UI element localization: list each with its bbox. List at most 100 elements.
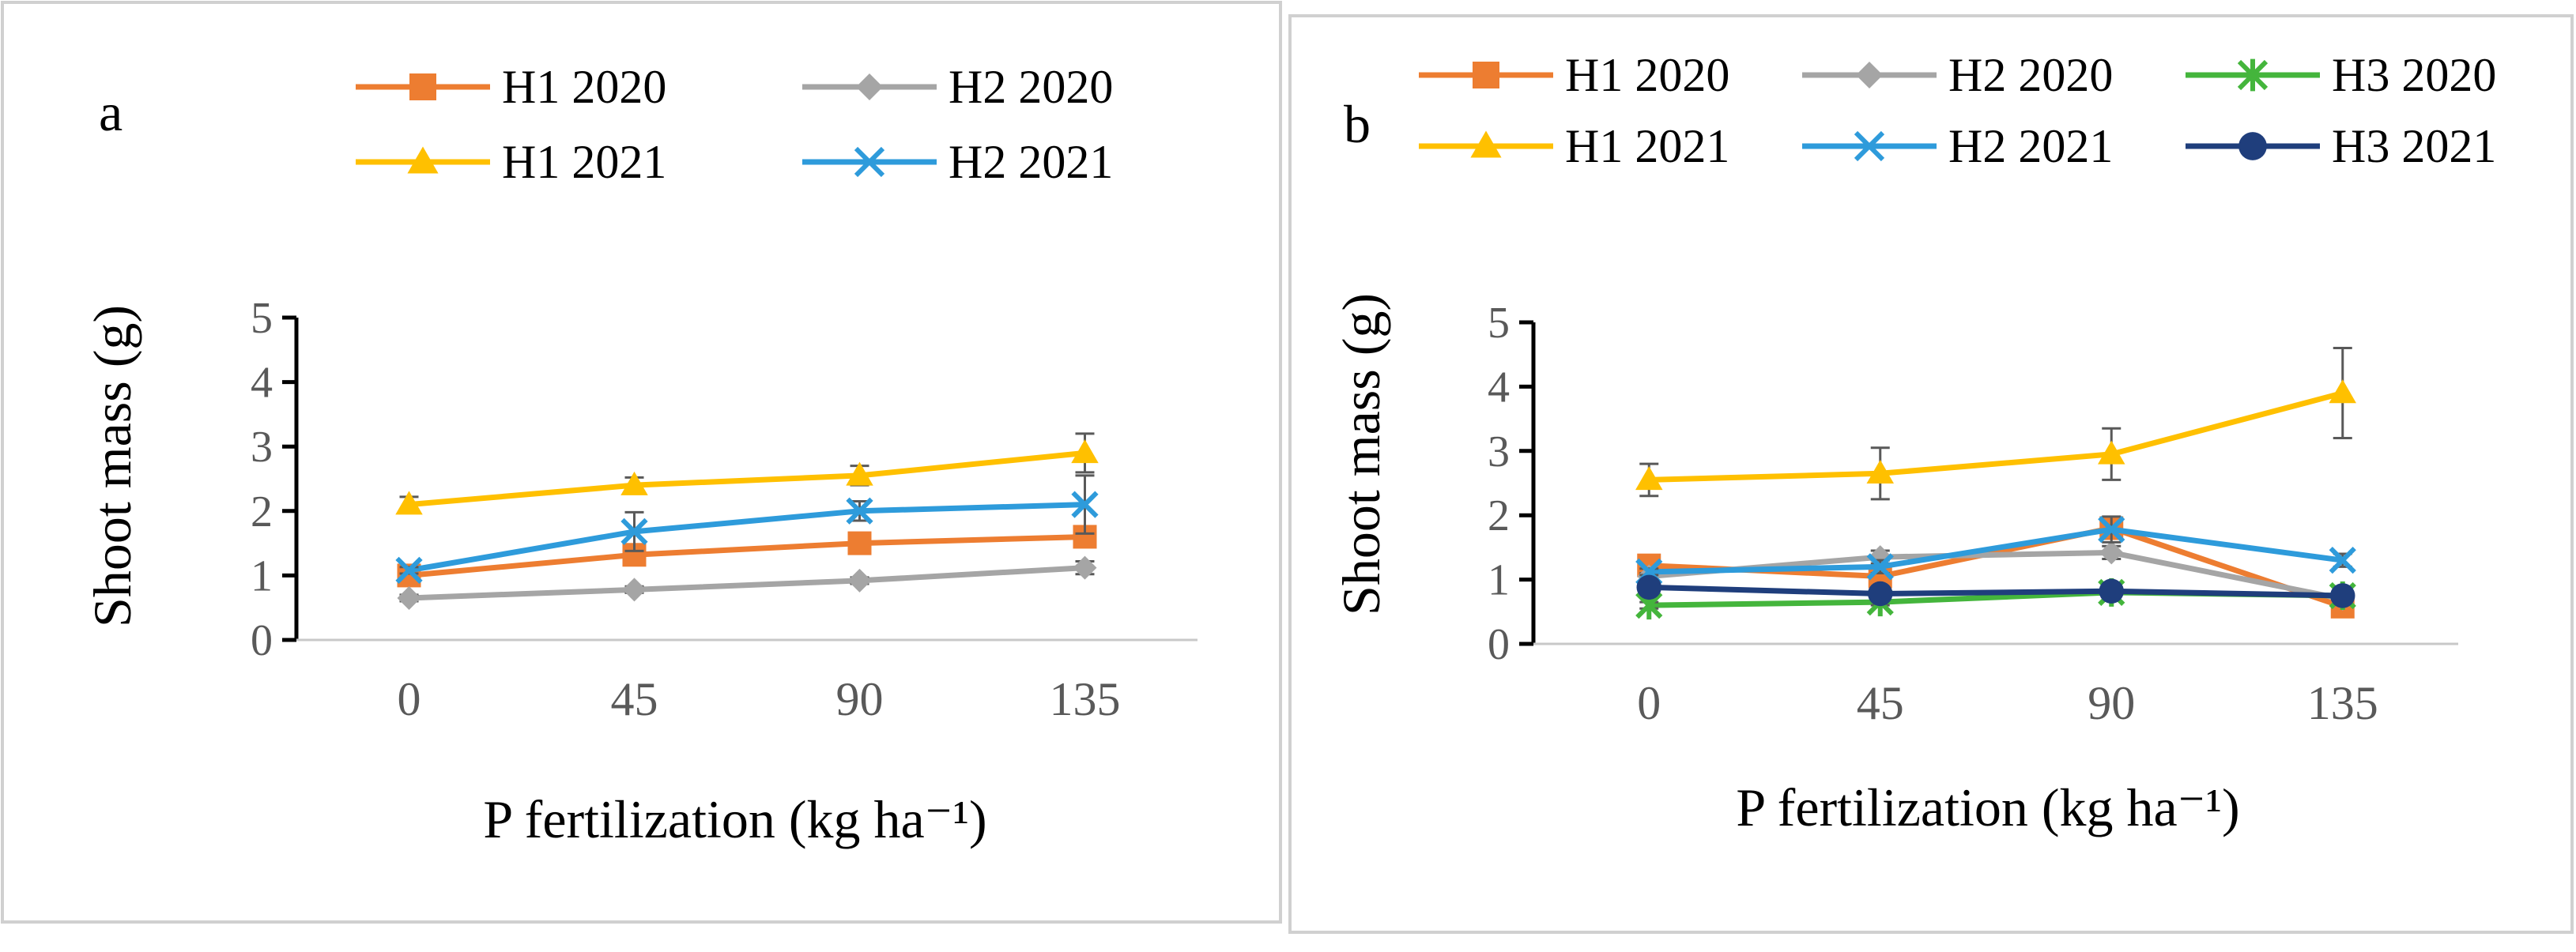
legend-item: H3 2020 — [2186, 49, 2496, 101]
data-point-x — [2098, 515, 2125, 544]
series-line — [1649, 526, 2344, 575]
panel-a-y-tick-label: 4 — [251, 359, 273, 408]
data-point-diamond — [1073, 555, 1097, 580]
panel-b-y-tick-label: 4 — [1488, 363, 1510, 412]
panel-a-y-axis-title: Shoot mass (g) — [82, 305, 142, 627]
panel-a-legend: H1 2020 H2 2020 H1 2021 H2 2021 — [356, 61, 1113, 188]
series-line — [1649, 584, 2343, 599]
legend-item: H1 2020 — [1419, 49, 1729, 101]
data-point-triangle — [846, 461, 873, 486]
panel-b-y-tick-label: 5 — [1488, 299, 1510, 348]
legend-label: H3 2021 — [2332, 120, 2496, 172]
panel-a-y-tick-label: 2 — [251, 487, 273, 536]
data-point-triangle — [1071, 439, 1099, 464]
data-point-x — [2329, 547, 2356, 574]
panel-a-y-tick-label: 3 — [251, 423, 273, 472]
panel-b-label: b — [1344, 94, 1371, 154]
panel-b-border — [1288, 14, 2574, 934]
panel-b-series-h3-2021 — [1636, 574, 2355, 608]
series-line — [409, 533, 1085, 578]
legend-item: H1 2020 — [356, 61, 666, 113]
legend-label: H1 2021 — [1565, 120, 1729, 172]
data-point-triangle — [395, 491, 423, 515]
panel-b-series-h2-2021 — [1635, 515, 2356, 585]
panel-b-series-h1-2021 — [1635, 347, 2356, 501]
data-point-triangle — [2098, 440, 2125, 465]
legend-label: H1 2020 — [502, 61, 666, 113]
panel-b-x-tick-label: 0 — [1637, 677, 1661, 729]
data-point-square — [847, 531, 872, 555]
legend-item: H2 2021 — [802, 136, 1113, 188]
legend-label: H1 2021 — [502, 136, 666, 188]
series-line — [1649, 390, 2344, 483]
data-point-triangle — [2329, 379, 2356, 404]
data-point-circle — [1868, 581, 1893, 607]
legend-marker-triangle — [407, 146, 439, 174]
panel-a-border — [1, 1, 1282, 924]
legend-marker-circle — [2238, 132, 2267, 160]
data-point-x — [846, 497, 873, 525]
legend-label: H3 2020 — [2332, 49, 2496, 101]
data-point-x — [395, 556, 423, 584]
legend-label: H1 2020 — [1565, 49, 1729, 101]
panel-a-x-tick-label: 135 — [1050, 673, 1121, 725]
panel-a-x-axis-title: P fertilization (kg ha⁻¹) — [483, 789, 986, 849]
data-point-diamond — [847, 568, 872, 593]
legend-label: H2 2020 — [1948, 49, 2113, 101]
panel-b-legend: H1 2020 H2 2020 H3 2020 H1 2021 H2 2021 H3 20… — [1419, 49, 2496, 172]
data-point-diamond — [2099, 540, 2124, 565]
panel-a-x-tick-label: 90 — [836, 673, 884, 725]
panel-b-y-tick-label: 1 — [1488, 556, 1510, 605]
legend-marker-square — [1473, 62, 1499, 88]
panel-a-series-h1-2021 — [395, 432, 1099, 515]
data-point-x — [620, 517, 648, 546]
legend-item: H1 2021 — [356, 136, 666, 188]
data-point-x — [1866, 553, 1894, 581]
data-point-circle — [1636, 574, 1661, 600]
data-point-triangle — [620, 471, 648, 495]
data-point-diamond — [622, 578, 647, 602]
panel-b-x-tick-label: 135 — [2307, 677, 2378, 729]
legend-marker-asterisk — [2237, 58, 2269, 92]
legend-item: H2 2021 — [1802, 120, 2113, 172]
panel-b-y-tick-label: 0 — [1488, 620, 1510, 669]
panel-b-x-tick-label: 90 — [2088, 677, 2135, 729]
legend-marker-square — [409, 73, 436, 100]
legend-label: H2 2021 — [1948, 120, 2113, 172]
panel-b-y-tick-label: 3 — [1488, 427, 1510, 476]
legend-label: H2 2021 — [949, 136, 1113, 188]
panel-a-x-tick-label: 45 — [611, 673, 658, 725]
data-point-circle — [2099, 578, 2124, 604]
data-point-triangle — [1866, 460, 1894, 484]
panel-b-y-axis-title: Shoot mass (g) — [1331, 293, 1391, 615]
panel-a-y-tick-label: 0 — [251, 616, 273, 665]
legend-label: H2 2020 — [949, 61, 1113, 113]
panel-b-x-axis-title: P fertilization (kg ha⁻¹) — [1736, 777, 2239, 837]
legend-marker-diamond — [856, 73, 883, 100]
data-point-diamond — [397, 585, 421, 610]
panel-a-y-tick-label: 1 — [251, 551, 273, 600]
panel-a-series-h2-2020 — [397, 555, 1097, 610]
panel-a-label: a — [99, 82, 123, 142]
legend-item: H2 2020 — [1802, 49, 2113, 101]
series-line — [408, 502, 1085, 574]
legend-item: H1 2021 — [1419, 120, 1729, 172]
legend-item: H3 2021 — [2186, 120, 2496, 172]
panel-b-x-tick-label: 45 — [1857, 677, 1904, 729]
panel-b-y-tick-label: 2 — [1488, 491, 1510, 540]
data-point-x — [1071, 491, 1099, 518]
legend-marker-triangle — [1470, 130, 1502, 158]
data-point-circle — [2330, 583, 2355, 608]
legend-marker-x — [1854, 130, 1885, 162]
legend-marker-x — [854, 146, 885, 178]
legend-marker-diamond — [1856, 62, 1883, 88]
data-point-triangle — [1635, 466, 1663, 491]
series-line — [409, 565, 1085, 601]
legend-item: H2 2020 — [802, 61, 1113, 113]
